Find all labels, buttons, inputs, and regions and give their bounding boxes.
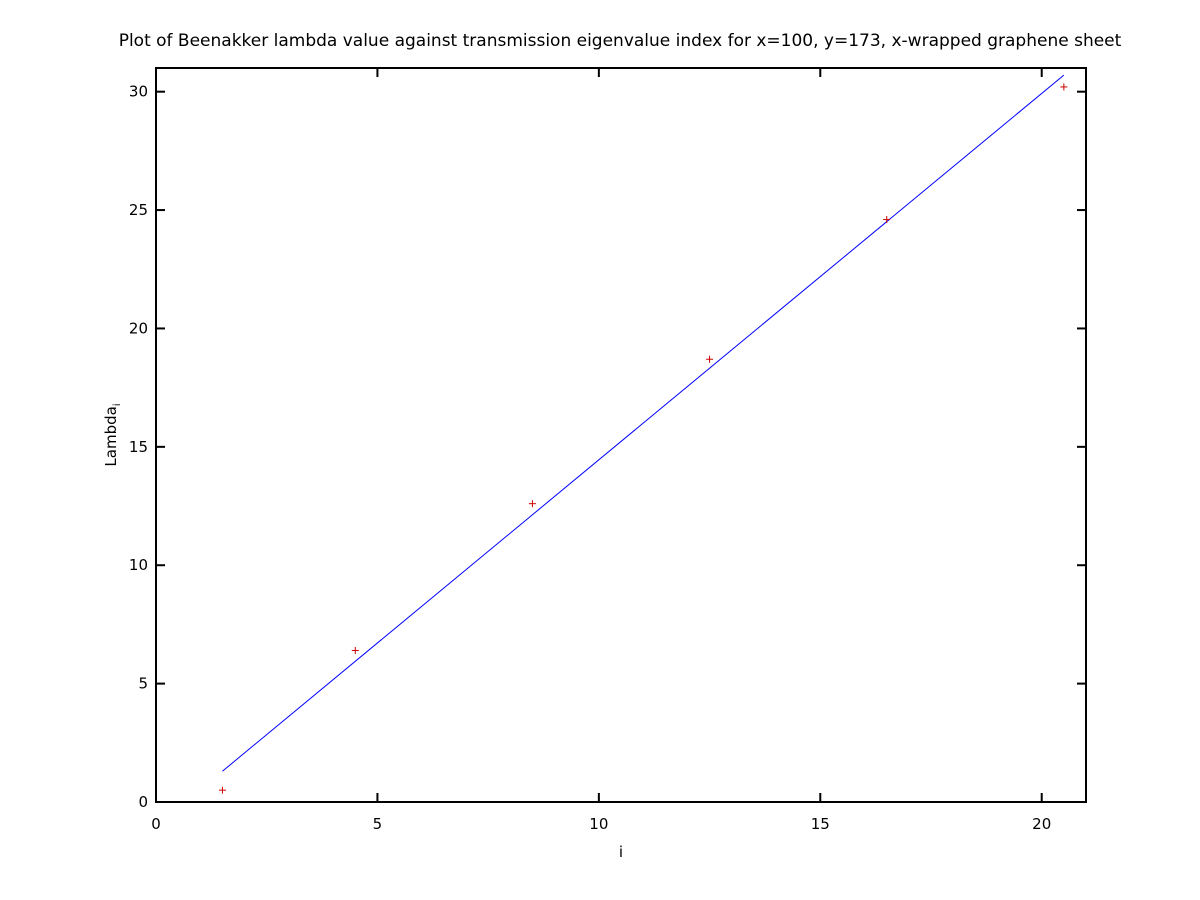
plot-frame (155, 67, 1087, 803)
y-tick-label: 20 (129, 319, 148, 337)
y-axis-label-subscript: i (112, 403, 123, 406)
points-layer (218, 83, 1068, 794)
x-axis-label: i (619, 843, 623, 861)
data-point (351, 646, 359, 654)
y-tick-label: 15 (129, 438, 148, 456)
data-point (218, 786, 226, 794)
data-point (1060, 83, 1068, 91)
x-tick-label: 15 (811, 815, 830, 833)
y-tick-label: 25 (129, 201, 148, 219)
y-axis-label: Lambdai (102, 403, 123, 466)
y-tick-label: 10 (129, 556, 148, 574)
x-tick-label: 0 (151, 815, 161, 833)
data-point (883, 216, 891, 224)
data-point (528, 500, 536, 508)
x-tick-label: 10 (589, 815, 608, 833)
x-tick-label: 5 (373, 815, 383, 833)
fit-line (222, 74, 1065, 772)
ticks-layer: 0 5 10 15 20 0 5 10 15 20 25 30 (129, 68, 1086, 833)
y-tick-label: 30 (129, 83, 148, 101)
y-tick-label: 5 (138, 675, 148, 693)
x-tick-label: 20 (1032, 815, 1051, 833)
y-tick-label: 0 (138, 793, 148, 811)
chart-title: Plot of Beenakker lambda value against t… (119, 31, 1122, 51)
lines-layer (222, 74, 1065, 772)
data-point (706, 355, 714, 363)
y-axis-label-main: Lambda (102, 406, 120, 466)
